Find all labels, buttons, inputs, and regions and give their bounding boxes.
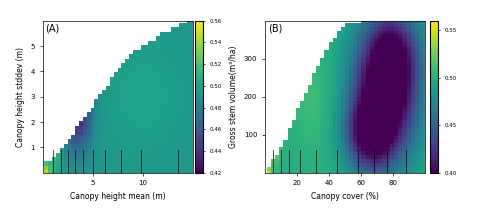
Text: (A): (A) [46,24,60,34]
X-axis label: Canopy height mean (m): Canopy height mean (m) [70,192,166,201]
X-axis label: Canopy cover (%): Canopy cover (%) [311,192,379,201]
Y-axis label: Canopy height stddev (m): Canopy height stddev (m) [16,47,25,147]
Text: (B): (B) [268,24,282,34]
Y-axis label: Gross stem volume(m³/ha): Gross stem volume(m³/ha) [230,46,238,148]
